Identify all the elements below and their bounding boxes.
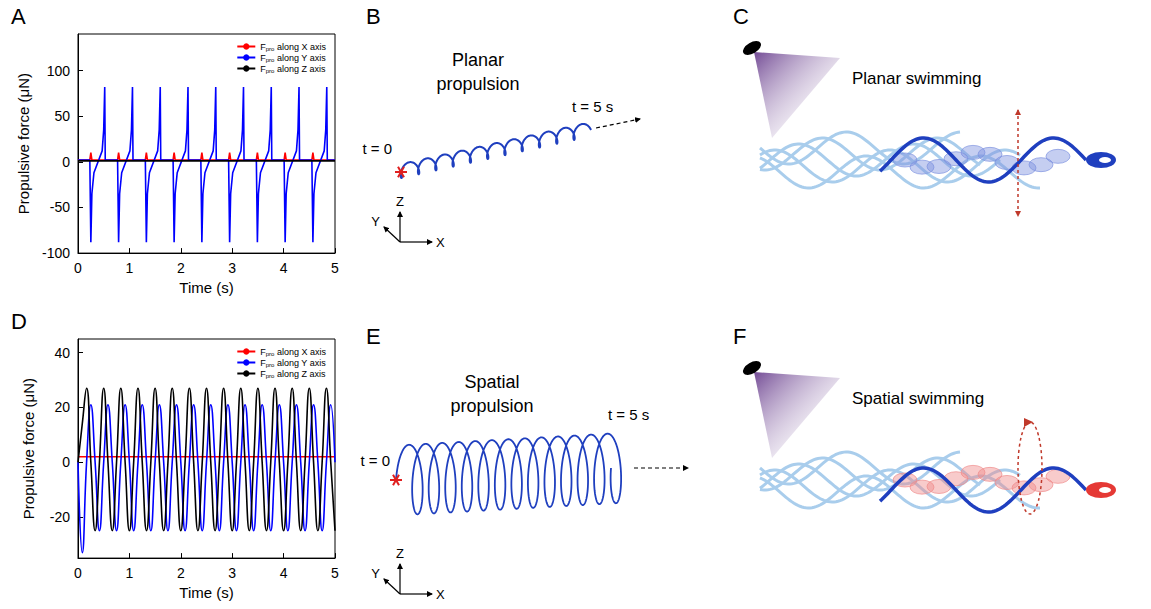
- svg-text:C: C: [733, 4, 749, 29]
- svg-text:Y: Y: [371, 566, 380, 581]
- svg-text:t = 0: t = 0: [362, 140, 392, 157]
- svg-text:Z: Z: [396, 546, 404, 561]
- svg-text:Planar: Planar: [452, 50, 504, 70]
- svg-text:t = 0: t = 0: [360, 452, 390, 469]
- html-text:Fpro: Fpro: [260, 346, 275, 357]
- svg-text:0: 0: [74, 565, 82, 581]
- svg-text:along X axis: along X axis: [274, 42, 326, 52]
- svg-text:2: 2: [177, 565, 185, 581]
- html-text:Fpro: Fpro: [260, 357, 275, 368]
- svg-text:100: 100: [47, 63, 71, 79]
- html-text:Fpro: Fpro: [260, 63, 275, 74]
- svg-text:t = 5 s: t = 5 s: [572, 98, 613, 115]
- svg-text:5: 5: [331, 260, 339, 276]
- svg-text:4: 4: [280, 260, 288, 276]
- svg-text:50: 50: [54, 108, 70, 124]
- svg-text:0: 0: [62, 454, 70, 470]
- svg-text:along X axis: along X axis: [274, 347, 326, 357]
- svg-text:Time (s): Time (s): [179, 584, 233, 601]
- svg-text:along Z axis: along Z axis: [274, 369, 326, 379]
- svg-text:Y: Y: [371, 214, 380, 229]
- svg-text:propulsion: propulsion: [450, 396, 533, 416]
- svg-text:0: 0: [62, 154, 70, 170]
- svg-text:-50: -50: [50, 199, 70, 215]
- svg-text:Time (s): Time (s): [179, 279, 233, 296]
- html-text:Fpro: Fpro: [260, 52, 275, 63]
- svg-text:3: 3: [228, 565, 236, 581]
- svg-text:Spatial: Spatial: [464, 372, 519, 392]
- svg-text:2: 2: [177, 260, 185, 276]
- svg-text:B: B: [366, 4, 381, 29]
- svg-text:Propulsive force (μN): Propulsive force (μN): [20, 378, 37, 519]
- svg-text:1: 1: [126, 260, 134, 276]
- svg-text:propulsion: propulsion: [436, 74, 519, 94]
- svg-text:-100: -100: [42, 245, 70, 261]
- svg-text:5: 5: [331, 565, 339, 581]
- svg-text:Z: Z: [396, 194, 404, 209]
- svg-text:X: X: [436, 235, 445, 250]
- svg-text:0: 0: [74, 260, 82, 276]
- svg-text:E: E: [366, 324, 381, 349]
- svg-text:4: 4: [280, 565, 288, 581]
- svg-text:F: F: [733, 324, 746, 349]
- svg-text:20: 20: [54, 399, 70, 415]
- svg-text:along Y axis: along Y axis: [274, 53, 326, 63]
- svg-text:-20: -20: [50, 509, 70, 525]
- svg-text:D: D: [11, 309, 27, 334]
- svg-text:Propulsive force (μN): Propulsive force (μN): [15, 73, 32, 214]
- svg-text:A: A: [11, 4, 26, 29]
- svg-text:1: 1: [126, 565, 134, 581]
- svg-text:t = 5 s: t = 5 s: [608, 406, 649, 423]
- svg-text:X: X: [436, 587, 445, 602]
- svg-text:Spatial swimming: Spatial swimming: [852, 389, 984, 408]
- svg-text:Planar swimming: Planar swimming: [852, 69, 981, 88]
- svg-text:along Z axis: along Z axis: [274, 64, 326, 74]
- html-text:Fpro: Fpro: [260, 368, 275, 379]
- svg-text:along Y axis: along Y axis: [274, 358, 326, 368]
- svg-text:3: 3: [228, 260, 236, 276]
- html-text:Fpro: Fpro: [260, 41, 275, 52]
- svg-text:40: 40: [54, 345, 70, 361]
